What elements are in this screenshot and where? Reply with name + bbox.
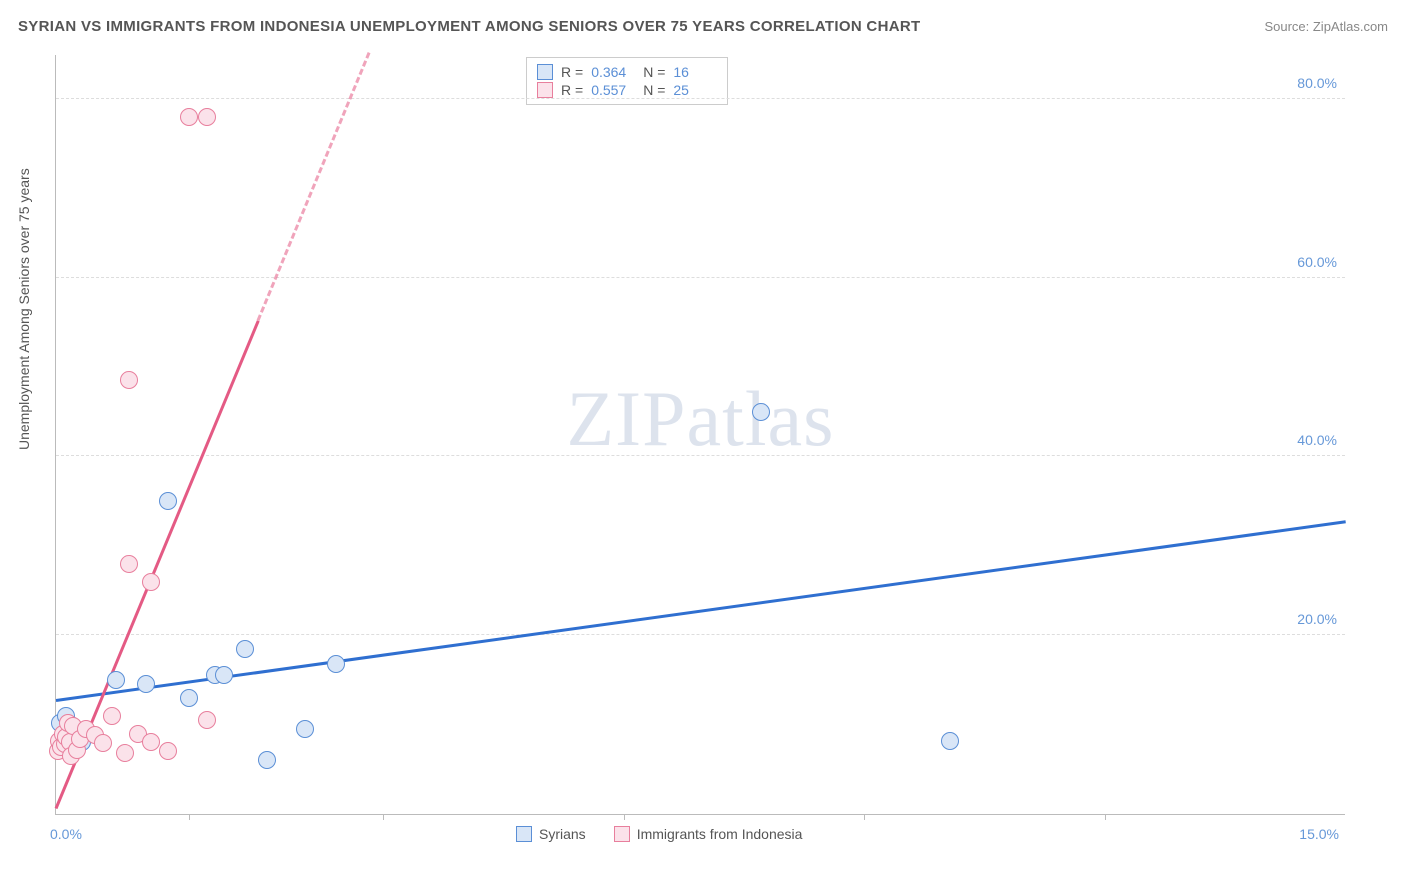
- watermark-strong: ZIP: [567, 375, 687, 462]
- legend-swatch: [516, 826, 532, 842]
- x-axis-min-label: 0.0%: [50, 826, 82, 842]
- gridline: [56, 455, 1345, 456]
- legend-series: Syrians Immigrants from Indonesia: [516, 826, 802, 842]
- data-point-syrians: [941, 732, 959, 750]
- gridline: [56, 277, 1345, 278]
- x-tick-mark: [383, 814, 384, 820]
- source-label: Source: ZipAtlas.com: [1264, 19, 1388, 34]
- y-tick-label: 40.0%: [1297, 432, 1337, 448]
- data-point-syrians: [258, 751, 276, 769]
- legend-R-label: R =: [561, 82, 583, 98]
- gridline: [56, 98, 1345, 99]
- chart-title: SYRIAN VS IMMIGRANTS FROM INDONESIA UNEM…: [18, 18, 920, 35]
- data-point-indonesia: [180, 108, 198, 126]
- x-tick-mark: [624, 814, 625, 820]
- legend-label: Immigrants from Indonesia: [637, 826, 803, 842]
- legend-item-syrians: Syrians: [516, 826, 586, 842]
- legend-R-value: 0.364: [591, 64, 635, 80]
- data-point-syrians: [107, 671, 125, 689]
- legend-item-indonesia: Immigrants from Indonesia: [614, 826, 803, 842]
- gridline: [56, 634, 1345, 635]
- x-axis-max-label: 15.0%: [1299, 826, 1339, 842]
- data-point-indonesia: [159, 742, 177, 760]
- data-point-syrians: [752, 403, 770, 421]
- legend-R-value: 0.557: [591, 82, 635, 98]
- legend-swatch: [614, 826, 630, 842]
- data-point-indonesia: [198, 711, 216, 729]
- data-point-indonesia: [103, 707, 121, 725]
- legend-N-label: N =: [643, 64, 665, 80]
- legend-N-value: 16: [673, 64, 717, 80]
- y-axis-label: Unemployment Among Seniors over 75 years: [16, 168, 32, 450]
- legend-N-label: N =: [643, 82, 665, 98]
- data-point-indonesia: [120, 555, 138, 573]
- data-point-indonesia: [142, 733, 160, 751]
- scatter-plot: ZIPatlas R =0.364N =16R =0.557N =25 0.0%…: [55, 55, 1345, 815]
- data-point-syrians: [137, 675, 155, 693]
- x-tick-mark: [189, 814, 190, 820]
- data-point-indonesia: [120, 371, 138, 389]
- legend-label: Syrians: [539, 826, 586, 842]
- legend-stat-row-indonesia: R = 0.557 N = 25: [537, 81, 717, 99]
- trend-line: [56, 520, 1346, 702]
- watermark: ZIPatlas: [567, 374, 835, 464]
- x-tick-mark: [864, 814, 865, 820]
- data-point-syrians: [327, 655, 345, 673]
- data-point-indonesia: [94, 734, 112, 752]
- data-point-indonesia: [142, 573, 160, 591]
- legend-swatch: [537, 82, 553, 98]
- y-tick-label: 20.0%: [1297, 611, 1337, 627]
- data-point-syrians: [159, 492, 177, 510]
- data-point-syrians: [236, 640, 254, 658]
- y-tick-label: 80.0%: [1297, 75, 1337, 91]
- legend-R-label: R =: [561, 64, 583, 80]
- x-tick-mark: [1105, 814, 1106, 820]
- data-point-syrians: [296, 720, 314, 738]
- legend-stat-row-syrians: R = 0.364 N = 16: [537, 63, 717, 81]
- legend-N-value: 25: [673, 82, 717, 98]
- data-point-indonesia: [198, 108, 216, 126]
- data-point-syrians: [180, 689, 198, 707]
- data-point-indonesia: [116, 744, 134, 762]
- title-bar: SYRIAN VS IMMIGRANTS FROM INDONESIA UNEM…: [18, 18, 1388, 35]
- trend-line-dashed: [257, 52, 371, 321]
- y-tick-label: 60.0%: [1297, 254, 1337, 270]
- legend-swatch: [537, 64, 553, 80]
- data-point-syrians: [215, 666, 233, 684]
